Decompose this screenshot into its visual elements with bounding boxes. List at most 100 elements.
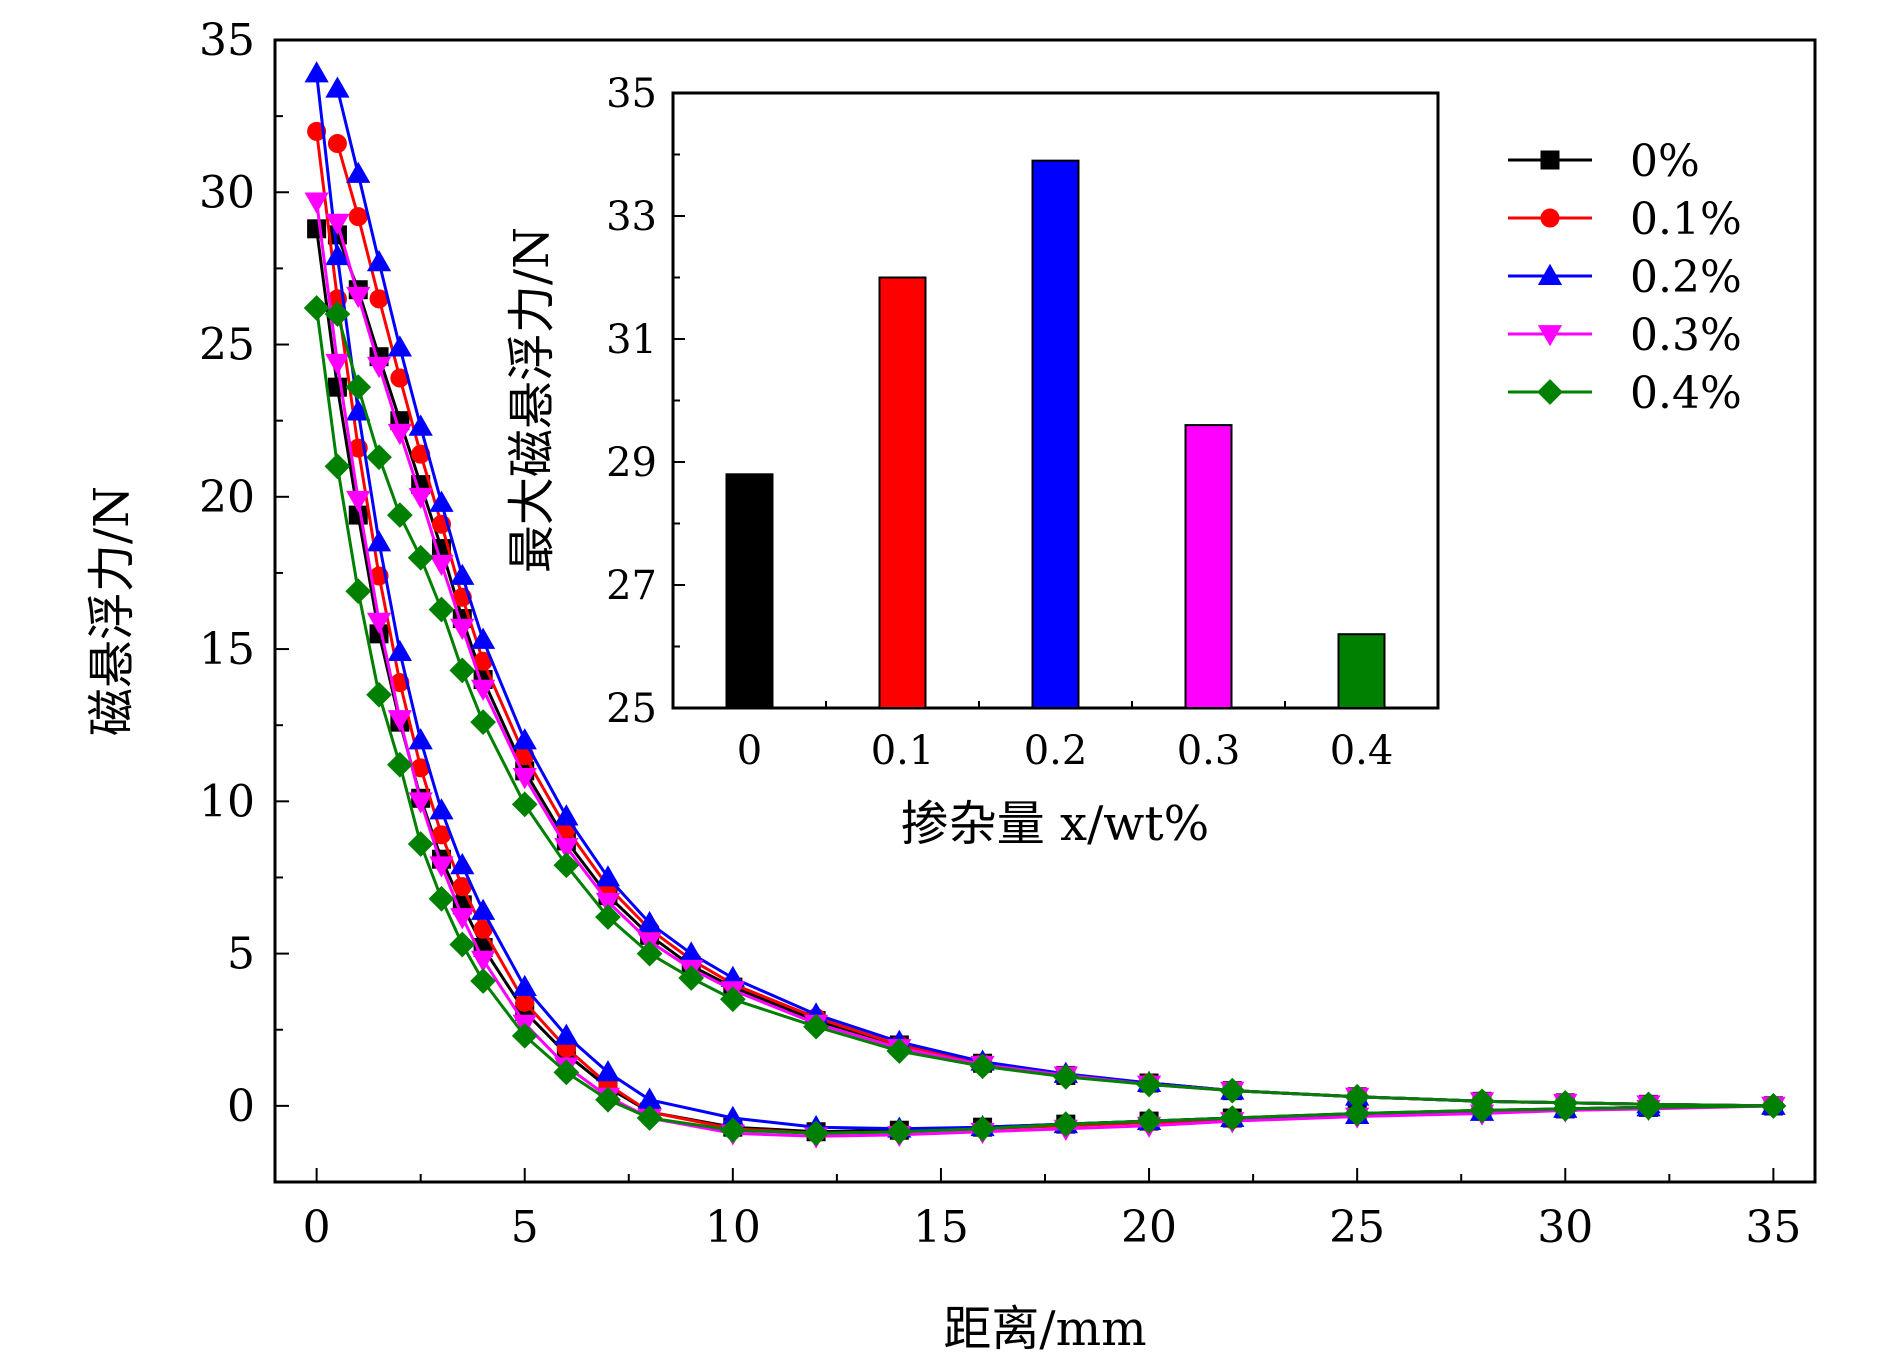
data-point	[511, 791, 538, 818]
data-point	[346, 286, 371, 309]
x-tick-label: 5	[511, 1202, 539, 1253]
data-point	[969, 1115, 996, 1142]
data-point	[1635, 1091, 1662, 1118]
data-point	[327, 377, 347, 397]
data-point	[511, 1022, 538, 1049]
data-point	[366, 250, 392, 272]
data-point	[636, 940, 663, 967]
data-point	[387, 423, 412, 446]
data-point	[450, 908, 475, 930]
y-tick-label: 5	[227, 929, 255, 980]
data-point	[345, 578, 372, 605]
legend-entry: 0.1%	[1508, 194, 1742, 245]
data-point	[307, 219, 327, 239]
main-x-axis-title: 距离/mm	[943, 1301, 1146, 1357]
y-tick-label: 30	[199, 167, 255, 218]
data-point	[449, 931, 476, 958]
data-point	[595, 1086, 621, 1113]
data-point	[325, 243, 350, 266]
legend-marker	[1540, 150, 1560, 170]
data-point	[470, 709, 496, 736]
data-point	[595, 892, 621, 915]
data-point	[408, 792, 433, 814]
inset-x-tick-label: 0.2	[1024, 728, 1088, 774]
main-series-layer	[303, 61, 1787, 1149]
main-axis-ticks: 0 5 10 15 20 25 30 35 0 5 10 15 20 25 30 35	[199, 15, 1801, 1253]
data-point	[429, 490, 454, 512]
data-point	[450, 618, 475, 641]
data-point	[366, 530, 392, 552]
inset-bar-0.2	[1031, 159, 1080, 709]
inset-x-tick-label: 0.1	[871, 728, 935, 774]
data-point	[345, 374, 372, 401]
inset-y-tick-label: 33	[606, 194, 657, 240]
x-tick-label: 25	[1329, 1202, 1385, 1253]
inset-y-tick-label: 25	[606, 686, 657, 732]
legend-label: 0.2%	[1630, 252, 1742, 303]
legend-marker	[1540, 208, 1560, 228]
data-point	[387, 335, 412, 357]
data-point	[719, 1117, 746, 1144]
data-point	[408, 414, 433, 436]
main-y-axis-title: 磁悬浮力/N	[84, 486, 140, 736]
inset-bar-0.3	[1184, 424, 1233, 709]
data-point	[636, 1105, 663, 1131]
legend-label: 0.3%	[1630, 310, 1742, 361]
inset-bar-chart: 25 27 29 31 33 35 0 0.1 0.2 0.3 0.4 掺杂量 x/wt% 最大磁悬…	[504, 71, 1440, 852]
data-point	[678, 965, 705, 991]
inset-bars-layer	[725, 159, 1386, 710]
legend-marker	[1537, 325, 1563, 347]
inset-bar-0	[725, 473, 774, 709]
data-point	[366, 444, 392, 471]
data-point	[1219, 1077, 1246, 1104]
data-point	[1219, 1105, 1246, 1131]
data-point	[470, 968, 496, 994]
data-point	[554, 804, 579, 826]
inset-y-axis-title: 最大磁悬浮力/N	[504, 227, 560, 573]
data-point	[348, 207, 368, 227]
legend: 0% 0.1% 0.2% 0.3% 0.4%	[1508, 136, 1742, 419]
data-point	[324, 301, 351, 327]
legend-label: 0.4%	[1630, 368, 1742, 419]
data-point	[387, 502, 413, 528]
data-point	[886, 1118, 913, 1145]
data-point	[307, 121, 327, 141]
data-point	[366, 612, 392, 634]
inset-y-tick-label: 31	[606, 317, 657, 363]
data-point	[595, 865, 621, 887]
data-point	[325, 76, 350, 98]
data-point	[407, 544, 434, 571]
legend-entry: 0%	[1508, 136, 1700, 187]
main-plot: 0 5 10 15 20 25 30 35 0 5 10 15 20 25 30 35 距离/mm 磁悬浮力/…	[84, 15, 1817, 1357]
inset-x-axis-title: 掺杂量 x/wt%	[901, 796, 1210, 852]
data-point	[304, 192, 329, 214]
data-point	[470, 950, 496, 972]
inset-y-tick-label: 27	[606, 563, 657, 609]
data-point	[387, 751, 413, 778]
data-point	[346, 161, 371, 183]
data-point	[595, 904, 621, 930]
y-tick-label: 20	[199, 472, 255, 523]
data-point	[366, 356, 392, 379]
data-point	[553, 852, 580, 879]
data-point	[325, 353, 350, 376]
x-tick-label: 10	[705, 1202, 761, 1253]
inset-x-tick-label: 0	[737, 728, 762, 774]
data-point	[1469, 1088, 1495, 1115]
y-tick-label: 0	[227, 1081, 255, 1132]
data-point	[303, 295, 330, 321]
x-tick-label: 0	[303, 1202, 331, 1253]
data-point	[346, 490, 371, 513]
y-tick-label: 35	[199, 15, 255, 66]
inset-y-tick-label: 35	[606, 71, 657, 117]
data-point	[1136, 1071, 1162, 1098]
inset-bar-0.1	[878, 276, 927, 709]
data-point	[428, 885, 455, 912]
data-point	[1344, 1083, 1371, 1110]
legend-entry: 0.3%	[1508, 310, 1742, 361]
y-tick-label: 10	[199, 776, 255, 827]
data-point	[408, 728, 433, 750]
data-point	[429, 856, 454, 878]
data-point	[1052, 1064, 1079, 1090]
